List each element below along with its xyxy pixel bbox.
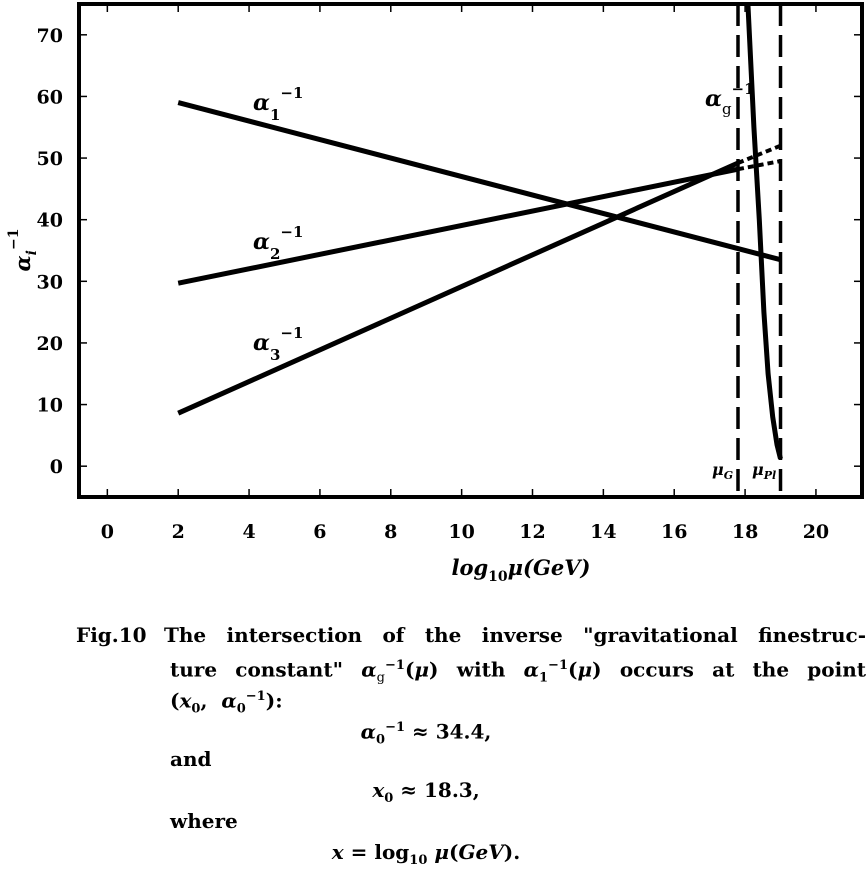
- vline-label-muPl: μPl: [752, 460, 776, 482]
- y-axis-title: αi−1: [6, 229, 40, 272]
- y-tick-label-20: 20: [37, 333, 63, 355]
- x-tick-label-0: 0: [101, 521, 114, 543]
- x-tick-label-2: 2: [172, 521, 185, 543]
- y-tick-label-30: 30: [37, 271, 63, 293]
- series-line-ag: [745, 3, 783, 460]
- figure-caption: Fig.10 The intersection of the inverse "…: [76, 620, 866, 868]
- caption-line-3: (x0, α0−1):: [170, 688, 283, 717]
- series-line-a2: [177, 166, 739, 286]
- x-tick-label-10: 10: [448, 521, 474, 543]
- caption-line-2: ture constant" αg−1(μ) with α1−1(μ) occu…: [170, 657, 866, 686]
- caption-line-1-prefix: Fig.10: [76, 623, 147, 647]
- caption-line-4: α0−1 ≈ 34.4,: [360, 719, 492, 748]
- series-line-a3: [177, 160, 740, 416]
- series-label-a1: α1−1: [253, 84, 303, 124]
- x-tick-label-8: 8: [384, 521, 397, 543]
- caption-line-6: x0 ≈ 18.3,: [372, 778, 480, 806]
- x-tick-label-16: 16: [661, 521, 687, 543]
- y-tick-label-0: 0: [50, 456, 63, 478]
- x-tick-label-14: 14: [590, 521, 616, 543]
- caption-line-5: and: [170, 747, 212, 771]
- series-extension-a2: [737, 159, 781, 172]
- caption-line-7: where: [170, 809, 238, 833]
- x-axis-title: log10μ(GeV): [452, 555, 591, 585]
- series-label-ag: αg−1: [705, 80, 755, 118]
- y-tick-label-10: 10: [37, 395, 63, 417]
- y-tick-label-60: 60: [37, 86, 63, 108]
- caption-line-8: x = log10 μ(GeV).: [331, 840, 521, 868]
- caption-line-1: The intersection of the inverse "gravita…: [164, 623, 866, 647]
- x-tick-label-18: 18: [732, 521, 758, 543]
- vline-label-muG: μG: [712, 460, 733, 482]
- y-tick-label-40: 40: [37, 210, 63, 232]
- y-tick-label-50: 50: [37, 148, 63, 170]
- x-tick-label-20: 20: [803, 521, 829, 543]
- y-tick-label-70: 70: [37, 25, 63, 47]
- x-tick-label-6: 6: [313, 521, 326, 543]
- x-tick-label-4: 4: [242, 521, 255, 543]
- series-extension-a3: [737, 143, 782, 165]
- plot-frame: [77, 2, 864, 499]
- series-line-a1: [177, 100, 782, 263]
- x-tick-label-12: 12: [519, 521, 545, 543]
